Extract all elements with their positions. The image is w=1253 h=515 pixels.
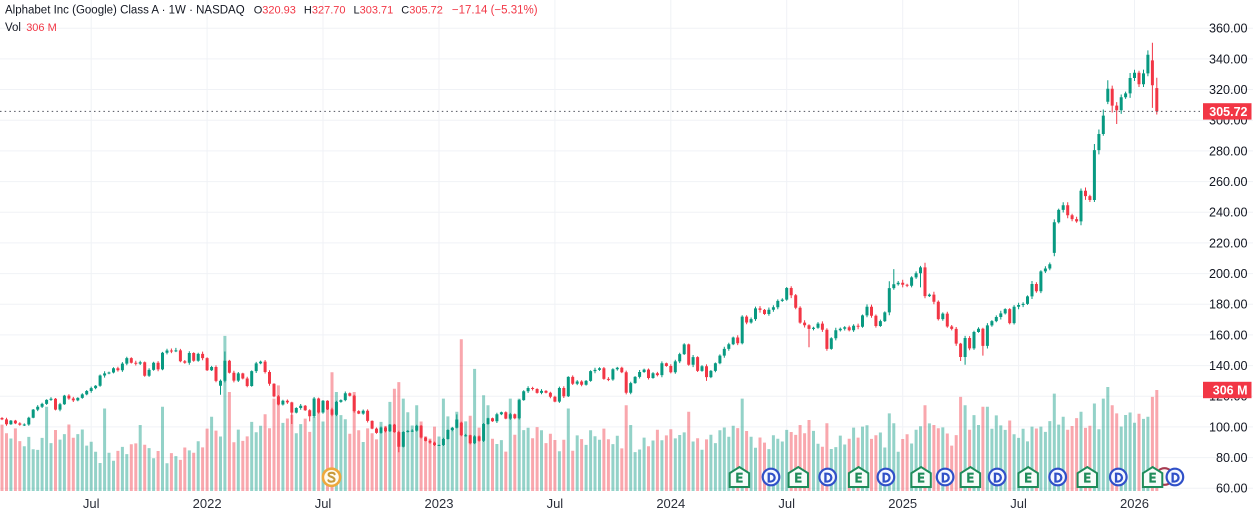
svg-text:280.00: 280.00	[1209, 144, 1248, 158]
svg-text:140.00: 140.00	[1209, 359, 1248, 373]
svg-text:2023: 2023	[425, 496, 454, 511]
svg-text:2024: 2024	[656, 496, 685, 511]
svg-text:100.00: 100.00	[1209, 420, 1248, 434]
svg-text:180.00: 180.00	[1209, 298, 1248, 312]
svg-text:Vol 306 M: Vol 306 M	[5, 22, 57, 34]
svg-text:80.00: 80.00	[1216, 451, 1248, 465]
svg-text:220.00: 220.00	[1209, 236, 1248, 250]
svg-text:240.00: 240.00	[1209, 206, 1248, 220]
svg-text:340.00: 340.00	[1209, 52, 1248, 66]
svg-text:Jul: Jul	[1010, 496, 1027, 511]
svg-text:305.72: 305.72	[1209, 105, 1247, 119]
svg-text:360.00: 360.00	[1209, 22, 1248, 36]
svg-text:2025: 2025	[888, 496, 917, 511]
svg-text:Alphabet Inc (Google) Class A: Alphabet Inc (Google) Class A · 1W · NAS…	[5, 5, 538, 17]
svg-text:260.00: 260.00	[1209, 175, 1248, 189]
svg-text:306 M: 306 M	[1213, 384, 1248, 398]
svg-text:2026: 2026	[1120, 496, 1149, 511]
svg-text:60.00: 60.00	[1216, 482, 1248, 496]
svg-text:320.00: 320.00	[1209, 83, 1248, 97]
svg-text:160.00: 160.00	[1209, 328, 1248, 342]
svg-text:2022: 2022	[193, 496, 222, 511]
svg-text:Jul: Jul	[315, 496, 332, 511]
svg-text:200.00: 200.00	[1209, 267, 1248, 281]
svg-text:Jul: Jul	[547, 496, 564, 511]
svg-text:Jul: Jul	[83, 496, 100, 511]
svg-text:Jul: Jul	[778, 496, 795, 511]
